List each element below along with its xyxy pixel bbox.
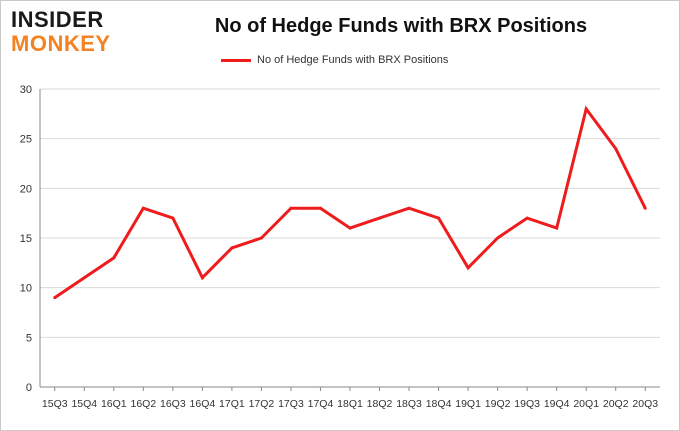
x-tick-label: 17Q2 [249, 398, 275, 410]
data-point [643, 206, 647, 210]
data-point [466, 266, 470, 270]
logo-text-top: INSIDER [11, 7, 104, 32]
x-tick-label: 19Q1 [455, 398, 481, 410]
data-point [496, 236, 500, 240]
data-point [112, 256, 116, 260]
x-tick-label: 18Q3 [396, 398, 422, 410]
data-point [82, 276, 86, 280]
data-point [525, 216, 529, 220]
data-point [437, 216, 441, 220]
y-tick-label: 0 [26, 382, 32, 394]
data-point [407, 206, 411, 210]
x-tick-label: 17Q1 [219, 398, 245, 410]
x-tick-label: 18Q2 [367, 398, 393, 410]
data-point [230, 246, 234, 250]
x-tick-label: 19Q2 [485, 398, 511, 410]
x-tick-label: 20Q1 [573, 398, 599, 410]
x-tick-label: 16Q1 [101, 398, 127, 410]
x-tick-label: 19Q4 [544, 398, 570, 410]
y-tick-label: 25 [20, 134, 32, 146]
data-point [614, 147, 618, 151]
data-point [348, 226, 352, 230]
legend-swatch [221, 58, 251, 62]
data-point [555, 226, 559, 230]
insider-monkey-logo: INSIDER MONKEY [11, 9, 129, 57]
legend-label: No of Hedge Funds with BRX Positions [257, 54, 449, 66]
x-tick-label: 19Q3 [514, 398, 540, 410]
x-tick-label: 15Q3 [42, 398, 68, 410]
data-point [141, 206, 145, 210]
y-tick-label: 5 [26, 332, 32, 344]
data-point [259, 236, 263, 240]
logo-text-bottom: MONKEY [11, 31, 111, 56]
data-point [289, 206, 293, 210]
x-tick-label: 15Q4 [71, 398, 97, 410]
x-tick-label: 18Q4 [426, 398, 452, 410]
data-point [584, 107, 588, 111]
data-point [200, 276, 204, 280]
data-point [53, 296, 57, 300]
data-point [318, 206, 322, 210]
data-point [171, 216, 175, 220]
x-tick-label: 17Q4 [308, 398, 334, 410]
data-point [378, 216, 382, 220]
x-tick-label: 20Q2 [603, 398, 629, 410]
series-line [53, 105, 647, 299]
x-tick-label: 16Q2 [130, 398, 156, 410]
x-tick-label: 17Q3 [278, 398, 304, 410]
y-tick-label: 30 [20, 84, 32, 96]
x-tick-label: 16Q4 [190, 398, 216, 410]
y-tick-label: 10 [20, 283, 32, 295]
x-tick-label: 18Q1 [337, 398, 363, 410]
x-tick-label: 16Q3 [160, 398, 186, 410]
chart-legend: No of Hedge Funds with BRX Positions [221, 54, 448, 66]
y-tick-label: 15 [20, 233, 32, 245]
y-tick-label: 20 [20, 183, 32, 195]
chart-title: No of Hedge Funds with BRX Positions [214, 15, 588, 37]
x-tick-label: 20Q3 [632, 398, 658, 410]
